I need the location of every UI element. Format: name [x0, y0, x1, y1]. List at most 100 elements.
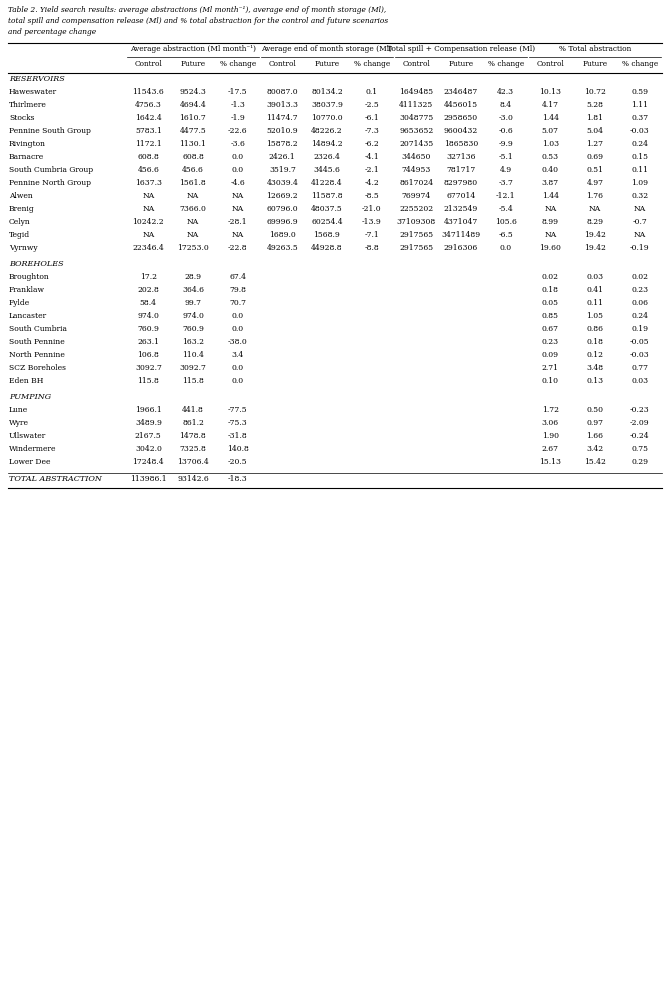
Text: 861.2: 861.2 [182, 419, 204, 427]
Text: -6.1: -6.1 [364, 114, 379, 122]
Text: 0.59: 0.59 [631, 88, 648, 96]
Text: Vyrnwy: Vyrnwy [9, 244, 38, 252]
Text: 3489.9: 3489.9 [135, 419, 161, 427]
Text: and percentage change: and percentage change [8, 28, 96, 36]
Text: 2167.5: 2167.5 [135, 432, 161, 440]
Text: 974.0: 974.0 [182, 312, 204, 320]
Text: -28.1: -28.1 [228, 218, 247, 226]
Text: Wyre: Wyre [9, 419, 29, 427]
Text: Tegid: Tegid [9, 231, 30, 239]
Text: 106.8: 106.8 [137, 351, 159, 359]
Text: 7325.8: 7325.8 [180, 445, 206, 453]
Text: North Pennine: North Pennine [9, 351, 65, 359]
Text: 3.4: 3.4 [232, 351, 244, 359]
Text: 15878.2: 15878.2 [267, 140, 298, 148]
Text: -9.9: -9.9 [498, 140, 513, 148]
Text: BOREHOLES: BOREHOLES [9, 260, 64, 268]
Text: 19.60: 19.60 [539, 244, 561, 252]
Text: -4.1: -4.1 [364, 153, 379, 161]
Text: -0.19: -0.19 [630, 244, 649, 252]
Text: Broughton: Broughton [9, 273, 50, 281]
Text: 0.11: 0.11 [631, 166, 648, 174]
Text: Barnacre: Barnacre [9, 153, 44, 161]
Text: 15.13: 15.13 [539, 458, 561, 466]
Text: 1865830: 1865830 [444, 140, 478, 148]
Text: 60254.4: 60254.4 [311, 218, 343, 226]
Text: -0.23: -0.23 [630, 406, 649, 414]
Text: Celyn: Celyn [9, 218, 31, 226]
Text: 0.86: 0.86 [586, 325, 604, 333]
Text: 263.1: 263.1 [137, 338, 159, 346]
Text: South Cumbria: South Cumbria [9, 325, 67, 333]
Text: 2255202: 2255202 [399, 205, 433, 213]
Text: 1.90: 1.90 [542, 432, 559, 440]
Text: 0.19: 0.19 [631, 325, 648, 333]
Text: 60796.0: 60796.0 [267, 205, 298, 213]
Text: 70.7: 70.7 [229, 299, 246, 307]
Text: Control: Control [403, 60, 430, 68]
Text: 11543.6: 11543.6 [133, 88, 164, 96]
Text: Lower Dee: Lower Dee [9, 458, 50, 466]
Text: 113986.1: 113986.1 [130, 475, 167, 483]
Text: 3445.6: 3445.6 [314, 166, 340, 174]
Text: Stocks: Stocks [9, 114, 34, 122]
Text: 1.44: 1.44 [542, 114, 559, 122]
Text: 0.75: 0.75 [631, 445, 648, 453]
Text: 8.29: 8.29 [586, 218, 604, 226]
Text: 38037.9: 38037.9 [311, 101, 343, 109]
Text: NA: NA [634, 205, 646, 213]
Text: 769974: 769974 [402, 192, 431, 200]
Text: 8297980: 8297980 [444, 179, 478, 187]
Text: 105.6: 105.6 [494, 218, 517, 226]
Text: 19.42: 19.42 [584, 231, 606, 239]
Text: 2917565: 2917565 [399, 244, 433, 252]
Text: Control: Control [135, 60, 162, 68]
Text: 0.40: 0.40 [542, 166, 559, 174]
Text: 1966.1: 1966.1 [135, 406, 161, 414]
Text: NA: NA [187, 231, 199, 239]
Text: 1.66: 1.66 [586, 432, 604, 440]
Text: 8.99: 8.99 [542, 218, 559, 226]
Text: 0.0: 0.0 [232, 377, 244, 385]
Text: Fylde: Fylde [9, 299, 30, 307]
Text: 4.9: 4.9 [500, 166, 512, 174]
Text: 99.7: 99.7 [184, 299, 202, 307]
Text: 1.03: 1.03 [542, 140, 559, 148]
Text: 0.23: 0.23 [542, 338, 559, 346]
Text: -0.05: -0.05 [630, 338, 649, 346]
Text: 0.10: 0.10 [542, 377, 559, 385]
Text: 0.06: 0.06 [631, 299, 648, 307]
Text: 4371047: 4371047 [444, 218, 478, 226]
Text: 0.51: 0.51 [586, 166, 604, 174]
Text: 2071435: 2071435 [399, 140, 433, 148]
Text: 34711489: 34711489 [442, 231, 480, 239]
Text: 364.6: 364.6 [182, 286, 204, 294]
Text: 0.09: 0.09 [542, 351, 559, 359]
Text: 2917565: 2917565 [399, 231, 433, 239]
Text: 39013.3: 39013.3 [267, 101, 298, 109]
Text: -4.6: -4.6 [230, 179, 245, 187]
Text: 1478.8: 1478.8 [180, 432, 206, 440]
Text: -8.5: -8.5 [364, 192, 379, 200]
Text: 1.27: 1.27 [586, 140, 604, 148]
Text: 1.05: 1.05 [586, 312, 604, 320]
Text: 140.8: 140.8 [226, 445, 249, 453]
Text: 0.1: 0.1 [366, 88, 378, 96]
Text: 4694.4: 4694.4 [180, 101, 206, 109]
Text: 3.42: 3.42 [586, 445, 604, 453]
Text: -1.9: -1.9 [230, 114, 245, 122]
Text: 48226.2: 48226.2 [311, 127, 343, 135]
Text: 163.2: 163.2 [182, 338, 204, 346]
Text: NA: NA [142, 231, 155, 239]
Text: 2916306: 2916306 [444, 244, 478, 252]
Text: 79.8: 79.8 [229, 286, 246, 294]
Text: 0.18: 0.18 [542, 286, 559, 294]
Text: 1.72: 1.72 [542, 406, 559, 414]
Text: 80134.2: 80134.2 [311, 88, 343, 96]
Text: 4456015: 4456015 [444, 101, 478, 109]
Text: 327136: 327136 [446, 153, 476, 161]
Text: 0.50: 0.50 [586, 406, 604, 414]
Text: 456.6: 456.6 [182, 166, 204, 174]
Text: Haweswater: Haweswater [9, 88, 57, 96]
Text: -0.03: -0.03 [630, 127, 649, 135]
